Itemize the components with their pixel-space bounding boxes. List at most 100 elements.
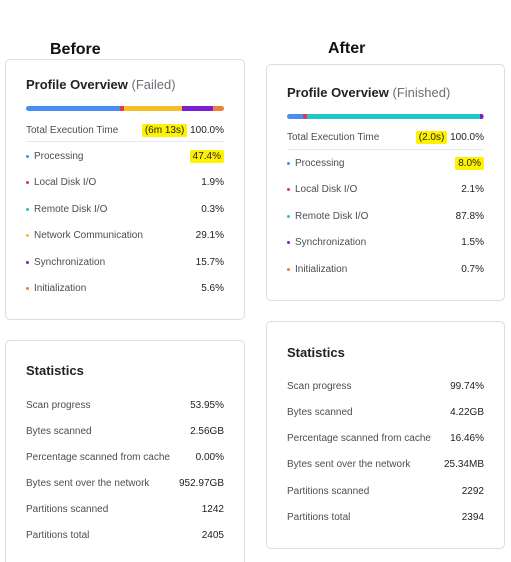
- after-total-pct: 100.0%: [450, 131, 484, 143]
- after-heading: After: [328, 40, 366, 57]
- after-profile-item-label-text: Processing: [295, 157, 345, 169]
- before-stat-label-text: Bytes sent over the network: [26, 477, 150, 489]
- before-stat-value: 53.95%: [190, 399, 224, 411]
- before-stat-label-text: Bytes scanned: [26, 425, 92, 437]
- before-stat-label: Scan progress: [26, 400, 90, 411]
- after-total-label: Total Execution Time: [287, 131, 380, 143]
- after-stat-label: Bytes scanned: [287, 407, 353, 418]
- after-profile-item-label-text: Remote Disk I/O: [295, 210, 369, 222]
- bar-segment: [123, 106, 125, 111]
- before-profile-item-row: Initialization 5.6%: [26, 282, 224, 296]
- before-total-pct: 100.0%: [190, 124, 224, 136]
- before-profile-item-value: 47.4%: [189, 149, 224, 163]
- before-stat-label-text: Percentage scanned from cache: [26, 451, 170, 463]
- before-profile-item-label: Synchronization: [26, 257, 105, 268]
- before-profile-item-label: Network Communication: [26, 230, 143, 241]
- before-stat-label: Bytes sent over the network: [26, 478, 149, 489]
- before-stat-row: Bytes scanned 2.56GB: [26, 424, 224, 438]
- before-stat-row: Bytes sent over the network 952.97GB: [26, 476, 224, 490]
- before-stat-label-text: Partitions scanned: [26, 503, 109, 515]
- before-stat-row: Percentage scanned from cache 0.00%: [26, 450, 224, 464]
- after-stat-value: 2292: [461, 485, 484, 497]
- after-stat-label: Scan progress: [287, 381, 351, 392]
- before-stat-label-text: Partitions total: [26, 529, 90, 541]
- after-stat-label-text: Bytes scanned: [287, 406, 353, 418]
- before-profile-item-value: 0.3%: [201, 203, 224, 215]
- bar-segment: [212, 106, 224, 111]
- legend-dot-icon: [26, 260, 29, 264]
- after-profile-item-row: Synchronization 1.5%: [287, 236, 484, 250]
- after-profile-item-label: Remote Disk I/O: [287, 211, 368, 222]
- bar-segment: [306, 114, 480, 119]
- after-stat-row: Scan progress 99.74%: [287, 379, 484, 393]
- after-stat-label-text: Scan progress: [287, 380, 352, 392]
- legend-dot-icon: [26, 154, 29, 158]
- before-stat-value: 952.97GB: [178, 477, 224, 489]
- before-heading: Before: [50, 41, 101, 58]
- legend-dot-icon: [26, 207, 29, 211]
- after-profile-item-value: 2.1%: [461, 184, 484, 195]
- before-profile-item-value: 1.9%: [201, 177, 224, 188]
- after-profile-item-row: Local Disk I/O 2.1%: [287, 183, 484, 197]
- after-stat-label-text: Partitions total: [287, 512, 351, 523]
- after-profile-item-label-text: Synchronization: [295, 237, 367, 248]
- before-profile-item-row: Local Disk I/O 1.9%: [26, 176, 224, 190]
- before-profile-item-label-text: Local Disk I/O: [34, 177, 97, 188]
- after-profile-item-label-text: Local Disk I/O: [295, 184, 358, 195]
- after-profile-item-value: 0.7%: [461, 263, 484, 275]
- after-stat-value: 16.46%: [450, 433, 484, 445]
- after-profile-card: Profile Overview (Finished) Total Execut…: [266, 64, 505, 301]
- before-stat-value: 1242: [201, 503, 224, 515]
- after-stat-label: Percentage scanned from cache: [287, 433, 431, 444]
- before-profile-item-value: 29.1%: [195, 230, 224, 241]
- legend-dot-icon: [287, 267, 290, 271]
- after-profile-item-label: Local Disk I/O: [287, 184, 357, 195]
- legend-dot-icon: [26, 287, 29, 290]
- before-profile-item-label-text: Remote Disk I/O: [34, 203, 108, 215]
- before-stat-value: 2.56GB: [190, 425, 224, 437]
- before-stat-row: Partitions total 2405: [26, 528, 224, 542]
- after-stat-row: Percentage scanned from cache 16.46%: [287, 432, 484, 446]
- legend-dot-icon: [287, 188, 290, 191]
- before-profile-item-label-text: Network Communication: [34, 230, 143, 241]
- after-stat-value: 4.22GB: [450, 406, 484, 418]
- after-profile-title-text: Profile Overview: [287, 85, 389, 100]
- after-profile-status: (Finished): [392, 85, 451, 100]
- after-stat-label-text: Percentage scanned from cache: [287, 433, 431, 445]
- before-profile-item-row: Remote Disk I/O 0.3%: [26, 202, 224, 216]
- before-profile-title-text: Profile Overview: [26, 77, 128, 92]
- after-divider: [287, 149, 484, 150]
- legend-dot-icon: [287, 241, 290, 244]
- before-profile-item-label: Local Disk I/O: [26, 177, 96, 188]
- after-profile-item-value: 1.5%: [461, 237, 484, 248]
- before-stat-value: 0.00%: [195, 451, 224, 463]
- before-breakdown-bar: [26, 106, 224, 111]
- before-stat-row: Scan progress 53.95%: [26, 398, 224, 412]
- before-stat-value: 2405: [201, 529, 224, 541]
- before-profile-item-value: 5.6%: [201, 283, 224, 294]
- before-stat-label: Percentage scanned from cache: [26, 452, 170, 463]
- after-profile-item-row: Processing 8.0%: [287, 156, 484, 170]
- before-profile-item-label-text: Initialization: [34, 283, 87, 294]
- before-profile-item-row: Synchronization 15.7%: [26, 255, 224, 269]
- after-profile-item-row: Remote Disk I/O 87.8%: [287, 209, 484, 223]
- after-stat-row: Bytes scanned 4.22GB: [287, 405, 484, 419]
- after-stat-label: Partitions scanned: [287, 486, 369, 497]
- after-total-time: (2.0s): [415, 130, 448, 144]
- after-profile-item-label: Initialization: [287, 264, 347, 275]
- before-profile-item-row: Processing 47.4%: [26, 149, 224, 163]
- before-profile-status: (Failed): [131, 77, 176, 92]
- after-profile-item-label: Synchronization: [287, 237, 366, 248]
- bar-segment: [181, 106, 213, 111]
- after-profile-item-value: 8.0%: [455, 156, 484, 170]
- before-profile-item-label: Initialization: [26, 283, 86, 294]
- after-total-values: (2.0s) 100.0%: [415, 130, 484, 144]
- before-profile-item-value: 15.7%: [195, 256, 224, 268]
- before-stats-title: Statistics: [26, 363, 84, 378]
- after-profile-item-label: Processing: [287, 158, 344, 169]
- after-stat-value: 2394: [461, 512, 484, 523]
- before-profile-item-label-text: Processing: [34, 150, 84, 162]
- after-profile-title: Profile Overview (Finished): [287, 85, 450, 100]
- after-stat-value: 99.74%: [450, 380, 484, 392]
- before-profile-title: Profile Overview (Failed): [26, 77, 176, 92]
